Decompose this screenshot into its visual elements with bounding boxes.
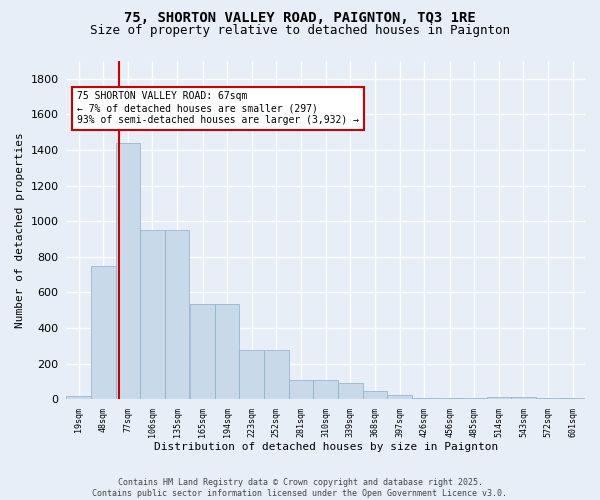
Bar	[215, 304, 239, 400]
Bar	[560, 398, 585, 400]
Bar	[289, 380, 313, 400]
Bar	[165, 230, 190, 400]
Bar	[190, 304, 215, 400]
X-axis label: Distribution of detached houses by size in Paignton: Distribution of detached houses by size …	[154, 442, 498, 452]
Bar	[536, 398, 560, 400]
Bar	[462, 398, 487, 400]
Bar	[91, 266, 116, 400]
Text: 75 SHORTON VALLEY ROAD: 67sqm
← 7% of detached houses are smaller (297)
93% of s: 75 SHORTON VALLEY ROAD: 67sqm ← 7% of de…	[77, 92, 359, 124]
Bar	[338, 384, 362, 400]
Bar	[116, 143, 140, 400]
Bar	[264, 350, 289, 400]
Bar	[387, 395, 412, 400]
Text: Size of property relative to detached houses in Paignton: Size of property relative to detached ho…	[90, 24, 510, 37]
Text: Contains HM Land Registry data © Crown copyright and database right 2025.
Contai: Contains HM Land Registry data © Crown c…	[92, 478, 508, 498]
Y-axis label: Number of detached properties: Number of detached properties	[15, 132, 25, 328]
Bar	[67, 396, 91, 400]
Bar	[362, 392, 387, 400]
Bar	[437, 398, 462, 400]
Bar	[487, 396, 511, 400]
Text: 75, SHORTON VALLEY ROAD, PAIGNTON, TQ3 1RE: 75, SHORTON VALLEY ROAD, PAIGNTON, TQ3 1…	[124, 11, 476, 25]
Bar	[239, 350, 264, 400]
Bar	[511, 396, 536, 400]
Bar	[313, 380, 338, 400]
Bar	[140, 230, 165, 400]
Bar	[412, 398, 436, 400]
